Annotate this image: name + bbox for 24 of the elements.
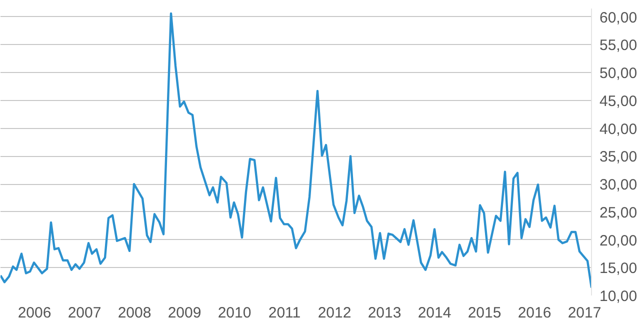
- y-tick-label: 55,00: [600, 37, 638, 54]
- x-tick-label: 2012: [318, 304, 352, 320]
- x-tick-label: 2009: [168, 304, 202, 320]
- y-tick-label: 40,00: [600, 120, 638, 138]
- y-tick-label: 30,00: [600, 176, 638, 194]
- y-tick-label: 50,00: [600, 65, 638, 82]
- x-tick-label: 2010: [218, 304, 252, 320]
- x-tick-label: 2011: [268, 304, 301, 320]
- line-series: [0, 12, 592, 289]
- y-tick-label: 20,00: [600, 232, 638, 250]
- y-tick-label: 45,00: [600, 92, 638, 110]
- y-tick-label: 15,00: [600, 260, 638, 278]
- x-tick-label: 2017: [568, 304, 602, 320]
- x-tick-label: 2006: [18, 304, 52, 320]
- x-tick-label: 2014: [418, 304, 452, 320]
- x-tick-label: 2013: [368, 304, 402, 320]
- x-tick-label: 2007: [68, 304, 102, 320]
- x-tick-label: 2016: [518, 304, 552, 320]
- y-tick-label: 60,00: [600, 9, 638, 26]
- y-tick-label: 35,00: [600, 148, 638, 166]
- x-tick-label: 2008: [118, 304, 152, 320]
- x-tick-label: 2015: [468, 304, 502, 320]
- y-tick-label: 10,00: [600, 288, 638, 305]
- y-tick-label: 25,00: [600, 204, 638, 222]
